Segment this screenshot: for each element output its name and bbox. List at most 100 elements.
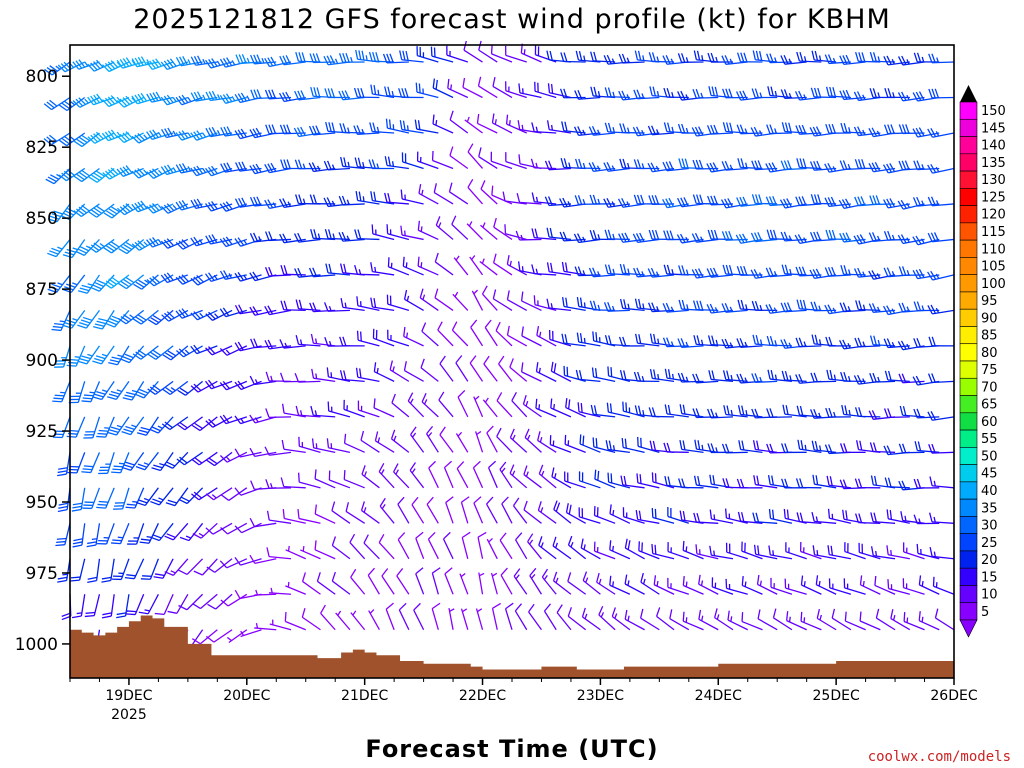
barb-full — [901, 302, 907, 312]
wind-barb — [370, 297, 395, 312]
barb-full — [693, 512, 697, 523]
wind-barb — [839, 89, 866, 101]
barb-full — [640, 572, 644, 583]
wind-barb — [738, 440, 763, 453]
wind-barb — [721, 443, 748, 454]
barb-half — [541, 470, 545, 477]
barb-staff — [652, 342, 675, 347]
barb-staff — [367, 574, 380, 595]
barb-full — [855, 52, 859, 62]
wind-barb — [205, 487, 233, 501]
barb-full — [824, 197, 830, 207]
barb-full — [433, 183, 437, 193]
barb-staff — [335, 612, 351, 631]
barb-full — [757, 609, 761, 619]
barb-staff — [548, 236, 572, 241]
barb-staff — [269, 623, 292, 631]
wind-barb — [387, 257, 410, 276]
barb-half — [862, 129, 866, 136]
barb-full — [480, 180, 486, 190]
barb-full — [160, 240, 169, 249]
barb-staff — [403, 335, 424, 347]
barb-full — [369, 122, 373, 132]
barb-full — [598, 605, 604, 616]
barb-full — [710, 124, 715, 135]
barb-staff — [608, 481, 631, 489]
wind-barb — [708, 370, 734, 383]
barb-full — [796, 512, 801, 522]
barb-full — [567, 399, 571, 409]
wind-barb — [869, 335, 896, 347]
barb-half — [460, 572, 466, 578]
barb-full — [397, 532, 406, 540]
barb-full — [133, 283, 143, 290]
wind-barb — [887, 579, 910, 595]
barb-full — [913, 514, 918, 524]
barb-full — [831, 266, 836, 277]
barb-full — [264, 89, 270, 100]
barb-staff — [622, 484, 645, 489]
wind-barb — [146, 129, 174, 140]
barb-half — [803, 581, 806, 587]
barb-full — [928, 443, 933, 454]
wind-barb — [264, 56, 292, 68]
barb-half — [612, 445, 616, 451]
barb-staff — [860, 584, 881, 595]
barb-full — [800, 611, 803, 622]
barb-half — [316, 165, 321, 171]
barb-half — [657, 374, 660, 380]
barb-full — [443, 531, 451, 540]
barb-staff — [124, 594, 130, 617]
wind-barb — [295, 299, 321, 312]
barb-full — [146, 61, 153, 70]
barb-staff — [534, 130, 557, 134]
barb-full — [79, 321, 89, 327]
wind-barb — [504, 602, 514, 630]
barb-full — [87, 541, 97, 545]
barb-staff — [594, 478, 616, 489]
barb-half — [543, 574, 548, 581]
barb-full — [814, 440, 819, 451]
barb-staff — [859, 620, 881, 631]
wind-barb — [103, 238, 130, 254]
wind-barb — [721, 160, 748, 171]
barb-half — [773, 271, 777, 277]
barb-full — [611, 607, 616, 617]
wind-barb — [576, 332, 601, 347]
barb-full — [930, 304, 937, 314]
barb-staff — [86, 345, 100, 365]
wind-barb — [929, 476, 955, 489]
barb-full — [875, 608, 880, 619]
colorbar-label: 15 — [981, 570, 998, 585]
barb-staff — [186, 593, 204, 611]
wind-barb — [428, 460, 439, 489]
wind-barb — [624, 609, 645, 631]
wind-barb — [293, 126, 321, 138]
wind-barb — [620, 475, 645, 489]
barb-full — [131, 135, 140, 144]
barb-full — [78, 59, 86, 68]
barb-half — [789, 375, 792, 381]
barb-full — [264, 306, 270, 315]
barb-staff — [563, 305, 586, 312]
barb-full — [725, 264, 730, 275]
barb-full — [182, 55, 188, 65]
wind-barb — [757, 609, 778, 631]
barb-full — [751, 160, 756, 170]
barb-full — [193, 491, 202, 499]
wind-barb — [87, 558, 101, 584]
wind-barb — [622, 401, 645, 418]
barb-staff — [480, 188, 498, 205]
wind-barb — [426, 425, 439, 453]
barb-full — [871, 410, 877, 420]
wind-barb — [537, 431, 557, 453]
barb-staff — [491, 194, 513, 205]
wind-barb — [780, 54, 807, 65]
barb-staff — [755, 553, 778, 560]
wind-barb — [121, 416, 145, 436]
barb-full — [666, 264, 671, 275]
barb-full — [868, 303, 874, 313]
barb-full — [752, 440, 757, 450]
barb-staff — [135, 523, 145, 545]
